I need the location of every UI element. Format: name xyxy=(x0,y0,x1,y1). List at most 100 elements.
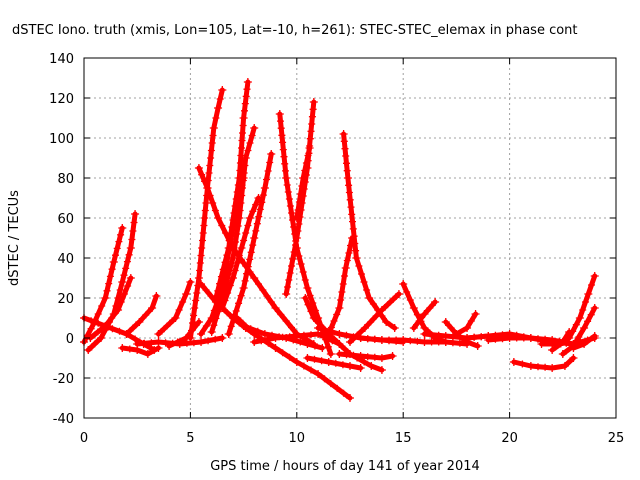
data-point xyxy=(227,230,235,238)
data-point xyxy=(162,339,170,347)
data-point xyxy=(341,145,349,153)
data-point xyxy=(292,332,301,340)
data-point xyxy=(228,224,237,232)
data-point xyxy=(321,326,329,334)
data-point xyxy=(117,231,125,239)
data-point xyxy=(258,198,266,206)
y-tick-label: 60 xyxy=(57,212,74,227)
data-point xyxy=(309,105,317,113)
data-point xyxy=(548,346,557,354)
data-point xyxy=(346,362,354,370)
data-point xyxy=(330,335,338,343)
data-point xyxy=(298,182,306,190)
data-point xyxy=(264,167,272,175)
data-point xyxy=(288,262,295,270)
data-point xyxy=(314,324,323,332)
data-point xyxy=(426,304,434,312)
data-point xyxy=(207,292,215,300)
data-point xyxy=(234,222,242,230)
data-point xyxy=(201,214,209,222)
data-point xyxy=(264,335,272,343)
data-point xyxy=(282,167,289,175)
series-markers xyxy=(537,328,574,348)
data-point xyxy=(322,336,330,344)
data-point xyxy=(198,244,206,252)
y-tick-label: 120 xyxy=(49,92,74,107)
data-point xyxy=(256,205,264,213)
y-tick-label: 140 xyxy=(49,52,74,67)
data-point xyxy=(259,191,267,199)
data-point xyxy=(218,86,227,94)
data-point xyxy=(214,104,223,112)
series-markers xyxy=(186,86,227,342)
data-point xyxy=(307,307,315,315)
data-point xyxy=(590,272,599,280)
data-point xyxy=(227,322,235,330)
data-point xyxy=(467,317,475,325)
data-point xyxy=(277,124,285,132)
series-markers xyxy=(239,322,327,352)
data-point xyxy=(197,252,205,259)
data-point xyxy=(131,335,139,343)
data-point xyxy=(235,252,243,259)
data-point xyxy=(541,335,549,343)
data-point xyxy=(212,114,220,122)
data-point xyxy=(241,107,248,115)
data-point xyxy=(230,315,238,323)
data-point xyxy=(238,192,246,199)
data-point xyxy=(360,358,368,366)
data-point xyxy=(190,312,198,319)
data-point xyxy=(509,358,518,366)
data-point xyxy=(237,244,246,252)
data-point xyxy=(428,331,436,339)
data-point xyxy=(452,330,461,338)
data-point xyxy=(311,355,318,363)
data-point xyxy=(320,325,328,333)
data-point xyxy=(232,307,240,315)
series-markers xyxy=(452,310,480,338)
data-point xyxy=(569,327,577,335)
data-point xyxy=(210,321,218,329)
series-markers xyxy=(211,78,252,302)
data-point xyxy=(441,332,450,340)
data-point xyxy=(231,217,238,225)
data-point xyxy=(288,324,295,331)
data-point xyxy=(87,317,95,325)
data-point xyxy=(364,335,372,343)
data-point xyxy=(105,280,113,288)
data-point xyxy=(147,339,155,347)
series-markers xyxy=(292,144,314,222)
data-point xyxy=(431,334,440,342)
data-point xyxy=(456,339,464,347)
data-point xyxy=(150,346,159,354)
data-point xyxy=(279,333,287,341)
data-point xyxy=(377,354,386,362)
data-point xyxy=(211,207,219,214)
data-point xyxy=(183,339,191,347)
data-point xyxy=(343,257,351,264)
data-point xyxy=(241,277,249,285)
data-point xyxy=(233,188,241,196)
data-point xyxy=(278,131,286,139)
data-point xyxy=(238,144,245,152)
data-point xyxy=(285,276,293,284)
data-point xyxy=(282,334,291,342)
data-point xyxy=(116,327,123,335)
data-point xyxy=(275,110,284,118)
data-point xyxy=(286,353,294,361)
x-tick-label: 15 xyxy=(395,431,412,446)
data-point xyxy=(295,198,303,206)
data-point xyxy=(128,236,136,243)
series-markers xyxy=(324,234,357,338)
data-point xyxy=(306,135,314,143)
data-point xyxy=(304,301,312,309)
data-point xyxy=(194,282,202,289)
data-point xyxy=(214,214,223,222)
data-point xyxy=(349,218,356,226)
data-point xyxy=(204,337,212,345)
data-point xyxy=(190,339,198,347)
data-point xyxy=(399,280,408,288)
data-point xyxy=(305,144,314,152)
data-point xyxy=(171,314,180,322)
data-point xyxy=(351,240,359,247)
